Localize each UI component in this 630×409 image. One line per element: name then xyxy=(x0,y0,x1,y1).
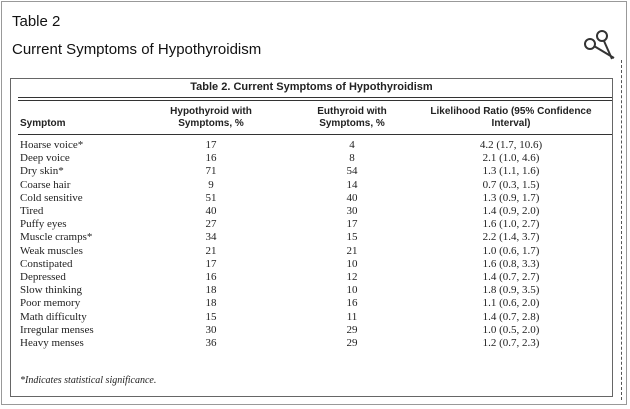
cell: 36 xyxy=(205,337,217,349)
footnote: *Indicates statistical significance. xyxy=(20,375,157,386)
table-label: Table 2 xyxy=(12,13,61,30)
cell: 8 xyxy=(349,152,355,165)
cell: Weak muscles xyxy=(20,244,83,257)
column-header: Symptom xyxy=(20,118,66,129)
column-header: Hypothyroid with Symptoms, % xyxy=(170,106,252,129)
cell: 18 xyxy=(205,297,217,310)
cell: 1.2 (0.7, 2.3) xyxy=(482,337,540,349)
cell: 4.2 (1.7, 10.6) xyxy=(479,139,543,151)
table-title: Table 2. Current Symptoms of Hypothyroid… xyxy=(190,81,433,93)
cell: 4 xyxy=(349,139,355,151)
cell: 54 xyxy=(346,165,358,178)
cell: Puffy eyes xyxy=(20,218,67,231)
cell: 40 xyxy=(346,191,358,204)
cell: 1.0 (0.6, 1.7) xyxy=(482,244,540,257)
cell: 10 xyxy=(346,257,358,270)
cell: 12 xyxy=(346,271,358,283)
cell: 15 xyxy=(205,310,217,323)
cell: 30 xyxy=(205,323,217,336)
cell: 30 xyxy=(346,205,358,217)
cell: 16 xyxy=(205,152,217,165)
cell: 1.3 (1.1, 1.6) xyxy=(482,165,540,178)
cell: 9 xyxy=(208,178,214,191)
cell: 29 xyxy=(346,337,358,349)
cell: 17 xyxy=(205,257,217,270)
table-heading: Current Symptoms of Hypothyroidism xyxy=(12,41,262,58)
cell: Math difficulty xyxy=(20,310,87,323)
cell: Irregular menses xyxy=(20,323,94,336)
cell: 14 xyxy=(346,178,358,191)
cell: 17 xyxy=(346,218,358,231)
cell: Tired xyxy=(20,205,44,217)
cell: 16 xyxy=(346,297,358,310)
cell: 34 xyxy=(205,231,217,244)
cell: 1.3 (0.9, 1.7) xyxy=(482,191,540,204)
cell: Heavy menses xyxy=(20,337,84,349)
cell: Dry skin* xyxy=(20,165,64,178)
cut-line xyxy=(621,60,622,400)
cell: 29 xyxy=(346,323,358,336)
column-header: Euthyroid with Symptoms, % xyxy=(317,106,387,129)
cell: 2.1 (1.0, 4.6) xyxy=(482,152,540,165)
cell: 27 xyxy=(205,218,217,231)
cell: 71 xyxy=(205,165,217,178)
cell: 51 xyxy=(205,191,217,204)
cell: Depressed xyxy=(20,271,66,283)
cell: 1.4 (0.7, 2.8) xyxy=(482,310,540,323)
cell: Hoarse voice* xyxy=(20,139,84,151)
scissors-icon xyxy=(584,30,615,60)
rule xyxy=(18,100,612,101)
cell: Muscle cramps* xyxy=(20,231,93,244)
cell: 10 xyxy=(346,284,358,297)
cell: 17 xyxy=(205,139,217,151)
rule xyxy=(18,134,612,135)
cell: 16 xyxy=(205,271,217,283)
cell: 2.2 (1.4, 3.7) xyxy=(482,231,540,244)
cell: 15 xyxy=(346,231,358,244)
cell: 1.0 (0.5, 2.0) xyxy=(482,323,540,336)
cell: 1.4 (0.9, 2.0) xyxy=(482,205,540,217)
cell: Coarse hair xyxy=(20,178,71,191)
column-header: Likelihood Ratio (95% Confidence Interva… xyxy=(430,106,592,129)
cell: 1.6 (1.0, 2.7) xyxy=(482,218,540,231)
table-box xyxy=(10,78,613,397)
cell: 40 xyxy=(205,205,217,217)
cell: 1.4 (0.7, 2.7) xyxy=(482,271,540,283)
cell: Constipated xyxy=(20,257,73,270)
cell: Cold sensitive xyxy=(20,191,83,204)
cell: 21 xyxy=(346,244,358,257)
cell: 18 xyxy=(205,284,217,297)
cell: 1.1 (0.6, 2.0) xyxy=(482,297,540,310)
cell: 21 xyxy=(205,244,217,257)
cell: Slow thinking xyxy=(20,284,83,297)
cell: 1.8 (0.9, 3.5) xyxy=(482,284,540,297)
cell: 11 xyxy=(346,310,358,323)
rule xyxy=(18,97,612,98)
cell: Deep voice xyxy=(20,152,70,165)
cell: 1.6 (0.8, 3.3) xyxy=(482,257,540,270)
cell: Poor memory xyxy=(20,297,81,310)
cell: 0.7 (0.3, 1.5) xyxy=(482,178,540,191)
